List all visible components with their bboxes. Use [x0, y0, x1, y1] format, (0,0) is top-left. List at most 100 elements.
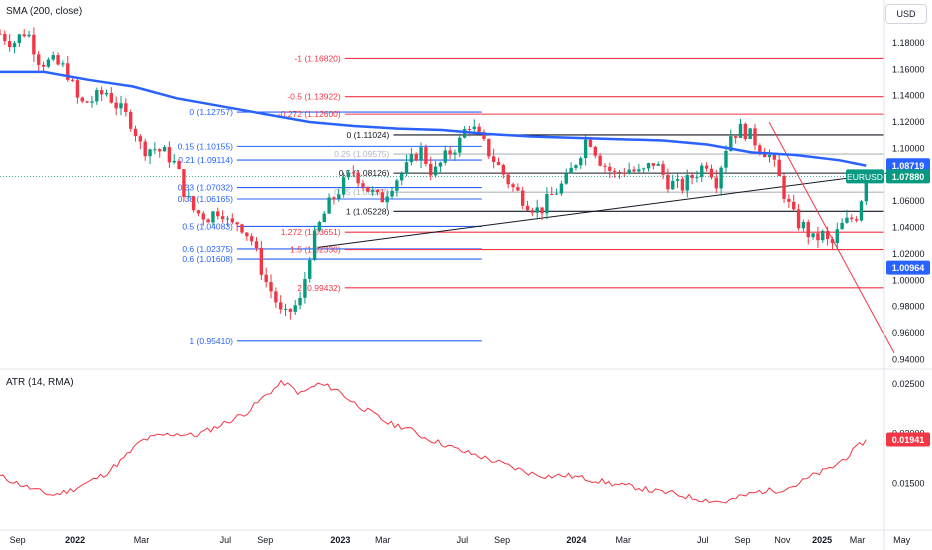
- candle-body: [119, 103, 123, 109]
- candle-body: [472, 126, 476, 130]
- candle-body: [346, 172, 351, 178]
- candle-body: [525, 205, 530, 211]
- price-tick-label: 1.14000: [892, 91, 925, 101]
- candle-body: [675, 179, 680, 181]
- candle-body: [540, 207, 544, 214]
- candle-body: [772, 154, 777, 160]
- candle-body: [99, 90, 104, 95]
- candle-body: [303, 278, 307, 298]
- atr-tick-label: 0.01500: [892, 478, 925, 488]
- candle-body: [351, 172, 355, 174]
- candle-body: [685, 175, 689, 191]
- candle-body: [269, 282, 273, 292]
- candle-body: [864, 176, 869, 202]
- candle-body: [3, 33, 7, 42]
- candle-body: [491, 156, 496, 162]
- candle-body: [337, 194, 341, 200]
- price-tick-label: 1.16000: [892, 64, 925, 74]
- candle-body: [27, 34, 31, 37]
- candle-body: [646, 163, 651, 169]
- candle-body: [245, 232, 249, 237]
- candle-body: [85, 101, 89, 103]
- fib-red-level-label: 1.272 (1.03651): [281, 227, 341, 237]
- candle-body: [46, 59, 51, 67]
- time-tick-label: Sep: [10, 535, 26, 545]
- candle-body: [487, 138, 491, 157]
- candle-body: [714, 177, 718, 189]
- candle-body: [743, 123, 748, 140]
- candle-body: [429, 163, 433, 176]
- candle-body: [395, 180, 399, 191]
- atr-indicator-label[interactable]: ATR (14, RMA): [6, 377, 74, 388]
- time-tick-label: Mar: [375, 535, 391, 545]
- fib-blue-level-label: 0.38 (1.06165): [178, 194, 233, 204]
- candle-body: [66, 63, 70, 80]
- candle-body: [521, 190, 525, 206]
- candle-body: [240, 224, 244, 233]
- candle-body: [545, 193, 549, 214]
- candle-body: [230, 218, 235, 223]
- candle-body: [753, 128, 757, 146]
- candle-body: [651, 163, 656, 166]
- candle-body: [530, 210, 535, 213]
- price-tick-label: 1.06000: [892, 196, 925, 206]
- price-tag: 1.08719: [892, 161, 925, 171]
- symbol-tag: EURUSD: [847, 172, 883, 182]
- fib-red-level-label: -0.272 (1.12600): [278, 109, 341, 119]
- candle-body: [564, 173, 568, 184]
- candle-body: [404, 162, 409, 174]
- time-tick-label: 2023: [330, 535, 350, 545]
- candle-body: [787, 198, 791, 202]
- time-tick-label: Jul: [220, 535, 232, 545]
- time-tick-label: Mar: [850, 535, 866, 545]
- candle-body: [75, 80, 80, 98]
- fib-blue-level-label: 1 (0.95410): [189, 336, 233, 346]
- candle-body: [748, 128, 752, 140]
- candle-body: [70, 79, 75, 81]
- main-indicator-label[interactable]: SMA (200, close): [6, 6, 83, 17]
- price-tick-label: 1.10000: [892, 143, 925, 153]
- symbol-tag-bg: [846, 169, 884, 184]
- time-tick-label: 2022: [65, 535, 85, 545]
- candle-body: [279, 302, 283, 310]
- price-tag-bg: [886, 169, 930, 184]
- time-tick-label: May: [893, 535, 911, 545]
- candle-body: [274, 291, 278, 303]
- fib-black-level-label: 0.25 (1.09575): [334, 149, 389, 159]
- candle-body: [550, 193, 554, 195]
- candle-body: [830, 239, 835, 244]
- candle-body: [458, 137, 462, 153]
- fib-blue-level-label: 0.5 (1.04083): [182, 221, 233, 231]
- candle-body: [617, 171, 622, 173]
- candle-body: [51, 55, 55, 60]
- candle-body: [850, 217, 854, 220]
- candle-body: [366, 186, 370, 192]
- time-tick-label: Sep: [735, 535, 751, 545]
- candle-body: [738, 123, 743, 138]
- candle-body: [719, 167, 723, 189]
- candle-body: [124, 103, 128, 113]
- candle-body: [729, 136, 733, 151]
- candle-body: [724, 150, 728, 168]
- candle-body: [583, 139, 588, 159]
- fib-red-level-label: 2 (0.99432): [297, 283, 341, 293]
- candle-body: [312, 230, 317, 260]
- candle-body: [579, 158, 583, 166]
- candle-body: [661, 164, 665, 175]
- fib-blue-level-label: 0.6 (1.02375): [182, 244, 233, 254]
- candle-body: [612, 170, 617, 172]
- candle-body: [632, 169, 636, 172]
- candle-body: [283, 308, 288, 310]
- candle-body: [32, 34, 36, 55]
- time-tick-label: Jul: [457, 535, 469, 545]
- candle-body: [225, 218, 230, 220]
- candle-body: [559, 183, 564, 194]
- candle-body: [104, 93, 109, 95]
- candle-body: [700, 165, 704, 178]
- candle-body: [22, 34, 26, 37]
- price-tag-bg: [886, 260, 930, 275]
- candle-body: [80, 97, 84, 102]
- currency-button[interactable]: USD: [885, 4, 927, 24]
- candle-body: [733, 136, 738, 138]
